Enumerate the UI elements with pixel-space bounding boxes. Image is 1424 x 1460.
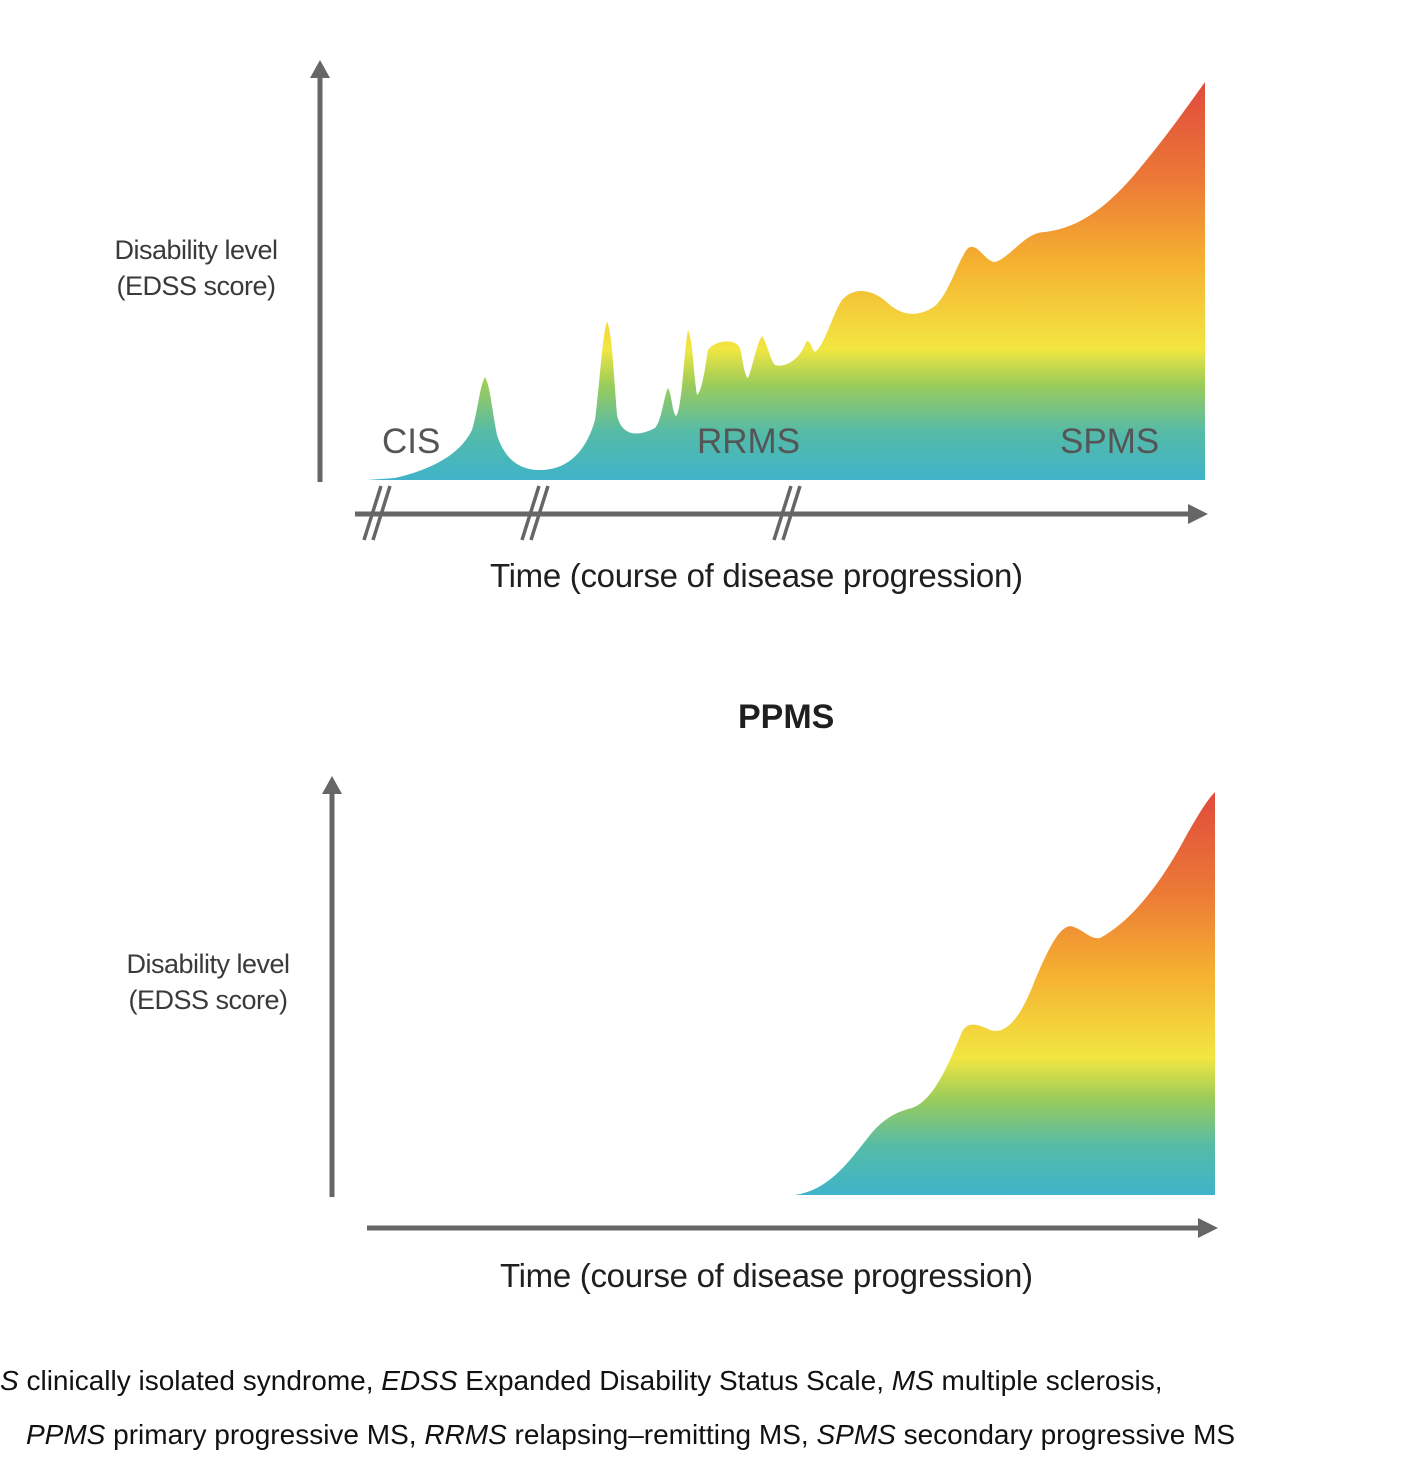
top-diagram (310, 60, 1208, 541)
top-y-axis-label-line1: Disability level (114, 235, 278, 265)
axis-break-mark (371, 485, 392, 541)
bottom-y-axis-label-line2: (EDSS score) (128, 985, 288, 1015)
caption-line-1: S clinically isolated syndrome, EDSS Exp… (0, 1365, 1163, 1397)
bottom-y-axis-label-line1: Disability level (126, 949, 290, 979)
top-x-axis-label: Time (course of disease progression) (490, 557, 1023, 594)
axis-break-mark (529, 485, 550, 541)
caption-text: secondary progressive MS (895, 1419, 1236, 1450)
top-y-axis-arrowhead (310, 60, 330, 78)
bottom-y-axis-arrowhead (322, 776, 342, 794)
axis-break-mark (781, 485, 802, 541)
caption-abbr: PPMS (26, 1419, 106, 1450)
bottom-diagram-title: PPMS (738, 698, 835, 736)
caption-abbr: RRMS (424, 1419, 507, 1450)
caption-text: Expanded Disability Status Scale, (457, 1365, 892, 1396)
caption-abbr: EDSS (381, 1365, 458, 1396)
axis-break-mark (520, 485, 541, 541)
top-disability-area (367, 82, 1205, 480)
bottom-diagram (322, 776, 1218, 1238)
caption-abbr: SPMS (816, 1419, 896, 1450)
phase-label-cis: CIS (382, 422, 441, 461)
top-y-axis-label-line2: (EDSS score) (116, 271, 276, 301)
top-y-axis-label: Disability level (EDSS score) (80, 232, 312, 304)
bottom-y-axis-label: Disability level (EDSS score) (92, 946, 324, 1018)
caption-text: relapsing–remitting MS, (506, 1419, 817, 1450)
phase-label-spms: SPMS (1060, 422, 1160, 461)
caption-text: multiple sclerosis, (933, 1365, 1163, 1396)
phase-label-rrms: RRMS (697, 422, 801, 461)
bottom-x-axis-label: Time (course of disease progression) (500, 1257, 1033, 1294)
bottom-x-axis-arrowhead (1198, 1218, 1218, 1238)
caption-text: clinically isolated syndrome, (18, 1365, 382, 1396)
axis-break-marks (362, 485, 802, 541)
caption-abbr: MS (891, 1365, 934, 1396)
bottom-disability-area (795, 792, 1215, 1195)
caption-line-2: PPMS primary progressive MS, RRMS relaps… (26, 1419, 1235, 1451)
axis-break-mark (772, 485, 793, 541)
caption-text: primary progressive MS, (105, 1419, 425, 1450)
axis-break-mark (362, 485, 383, 541)
caption-abbr: S (0, 1365, 19, 1396)
top-x-axis-arrowhead (1188, 504, 1208, 524)
